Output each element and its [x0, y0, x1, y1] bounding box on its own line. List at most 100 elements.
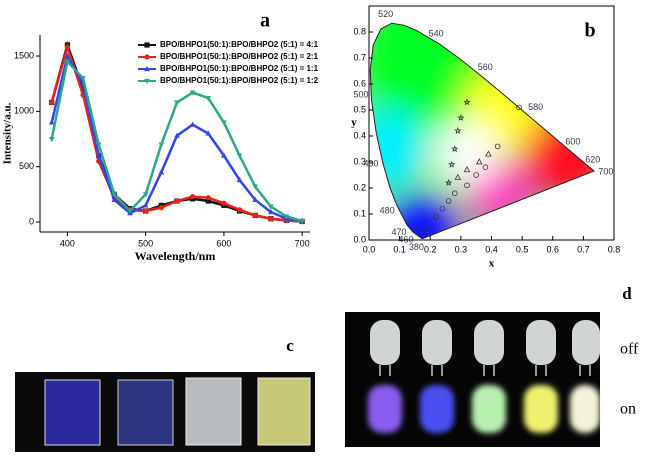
marker: [190, 193, 196, 200]
y-tick-label: 0: [29, 216, 34, 226]
y-tick-label: 0.3: [353, 156, 366, 166]
photo-c: [15, 372, 315, 452]
marker: [158, 142, 165, 148]
wavelength-label: 520: [378, 9, 393, 19]
marker: [158, 169, 165, 175]
marker: [439, 206, 446, 212]
marker: [49, 99, 55, 106]
marker: [64, 44, 70, 50]
wavelength-label: 470: [392, 227, 407, 237]
marker: [268, 216, 274, 222]
marker: [127, 208, 133, 215]
marker: [444, 178, 453, 186]
x-axis-label: Wavelength/nm: [135, 249, 216, 263]
marker: [485, 150, 492, 157]
cie-blob: [370, 109, 427, 189]
marker: [433, 213, 440, 220]
wavelength-label: 380: [409, 242, 424, 252]
marker: [143, 208, 149, 214]
marker: [252, 184, 259, 190]
wavelength-label: 490: [363, 159, 378, 169]
y-axis-label: y: [351, 117, 357, 129]
y-tick-label: 0.8: [353, 26, 366, 36]
marker: [475, 158, 483, 165]
marker: [494, 143, 501, 150]
marker: [64, 52, 71, 59]
wavelength-label: 620: [585, 155, 600, 165]
marker: [221, 200, 227, 206]
marker: [144, 65, 150, 72]
marker: [64, 59, 71, 65]
panel-label: d: [622, 284, 632, 303]
marker: [205, 195, 211, 201]
x-tick-label: 0.6: [546, 244, 559, 254]
wavelength-label: 580: [528, 102, 543, 112]
marker: [95, 152, 102, 158]
x-tick-label: 0.4: [485, 244, 498, 254]
marker: [205, 198, 211, 204]
wavelength-label: 600: [565, 136, 580, 146]
x-tick-label: 0.3: [455, 244, 468, 254]
marker: [516, 104, 522, 111]
marker: [252, 212, 258, 218]
marker: [448, 160, 456, 168]
marker: [268, 208, 274, 215]
x-tick-label: 0.7: [577, 244, 590, 254]
x-tick-label: 700: [295, 238, 310, 248]
y-tick-label: 1000: [14, 106, 34, 116]
row-label: off: [620, 341, 639, 358]
x-axis-label: x: [489, 258, 495, 270]
legend-label: BPO/BHPO1(50:1):BPO/BHPO2 (5:1) = 4:1: [160, 40, 319, 49]
marker: [158, 205, 164, 211]
marker: [174, 198, 180, 204]
marker: [451, 190, 458, 197]
panel-label: b: [584, 20, 595, 42]
marker: [445, 198, 452, 204]
marker: [421, 226, 427, 233]
marker: [299, 218, 306, 225]
panel-label: c: [286, 336, 294, 355]
marker: [205, 96, 212, 102]
legend-label: BPO/BHPO1(50:1):BPO/BHPO2 (5:1) = 2:1: [160, 52, 319, 61]
marker: [142, 202, 149, 208]
y-tick-label: 500: [19, 161, 34, 171]
wavelength-label: 560: [478, 62, 493, 72]
marker: [174, 100, 180, 106]
cie-fill: [370, 23, 594, 239]
marker: [473, 172, 479, 178]
y-axis-label: Intensity/a.u.: [2, 102, 14, 164]
marker: [283, 214, 290, 220]
x-tick-label: 400: [60, 238, 75, 248]
marker: [221, 120, 227, 126]
cie-blob: [383, 194, 459, 239]
marker: [80, 76, 86, 82]
wavelength-label: 500: [353, 90, 368, 100]
legend-label: BPO/BHPO1(50:1):BPO/BHPO2 (5:1) = 1:2: [160, 76, 319, 85]
y-tick-label: 0.0: [353, 234, 366, 244]
row-label: on: [620, 401, 636, 418]
marker: [451, 145, 459, 153]
wavelength-label: 480: [380, 206, 395, 216]
marker: [454, 173, 462, 180]
y-tick-label: 0.6: [353, 78, 366, 88]
marker: [144, 42, 150, 48]
cie-blob: [370, 23, 500, 128]
marker: [111, 196, 118, 202]
photo-d: [345, 312, 600, 447]
y-tick-label: 0.4: [353, 130, 366, 140]
marker: [144, 54, 150, 60]
y-tick-label: 1500: [14, 50, 34, 60]
marker: [111, 192, 118, 198]
cie-blob: [435, 122, 499, 186]
marker: [174, 132, 180, 138]
series-line: [50, 58, 303, 223]
marker: [457, 113, 465, 121]
marker: [189, 121, 196, 127]
marker: [48, 136, 55, 143]
marker: [252, 196, 259, 202]
x-tick-label: 0.8: [608, 244, 621, 254]
wavelength-label: 540: [429, 29, 444, 39]
y-tick-label: 0.7: [353, 52, 366, 62]
x-tick-label: 0.0: [363, 244, 376, 254]
